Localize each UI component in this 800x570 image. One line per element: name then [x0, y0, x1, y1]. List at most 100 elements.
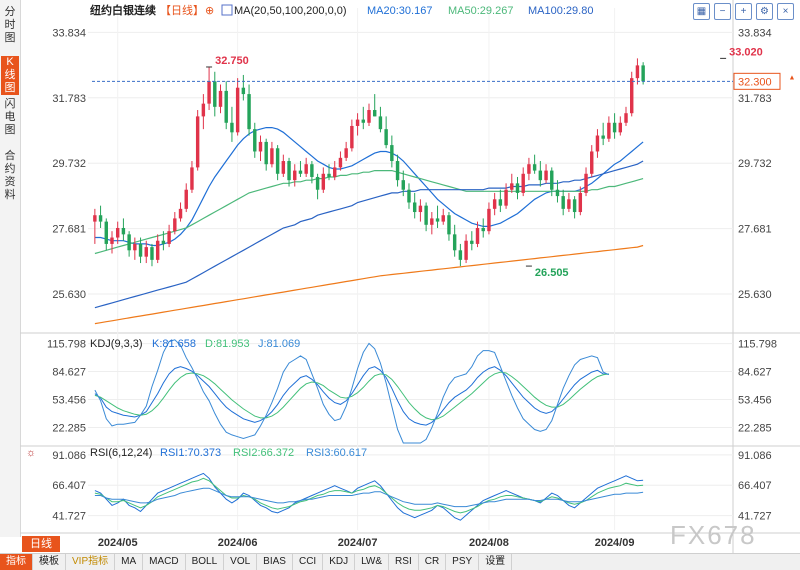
indicator-tab-2[interactable]: VIP指标 — [66, 554, 116, 570]
y-tick-label-right: 66.407 — [738, 480, 772, 492]
indicator-tab-11[interactable]: RSI — [389, 554, 419, 570]
candle — [424, 202, 428, 232]
candle-body — [264, 141, 268, 165]
candle-body — [253, 129, 257, 152]
candle-body — [595, 135, 600, 152]
indicator-tab-3[interactable]: MA — [115, 554, 144, 570]
rsi-line-rsi3 — [94, 487, 644, 508]
candle-body — [127, 234, 131, 251]
candle — [532, 154, 537, 174]
kdj-j-value: J:81.069 — [258, 338, 300, 350]
candle-body — [384, 129, 388, 146]
period-button[interactable]: 日线 — [22, 536, 60, 552]
candle-body — [115, 227, 120, 238]
y-tick-label-right: 22.285 — [738, 422, 772, 434]
tab-flash-chart[interactable]: 闪电图 — [4, 98, 16, 136]
indicator-tab-7[interactable]: BIAS — [257, 554, 293, 570]
candle — [441, 208, 445, 225]
candle — [384, 116, 388, 149]
candle — [321, 167, 326, 193]
indicator-tab-10[interactable]: LW& — [355, 554, 390, 570]
candle — [590, 145, 594, 177]
candle-body — [213, 81, 217, 107]
candle — [407, 183, 411, 209]
chart-toolbar: ▦ − + ⚙ × — [693, 3, 794, 20]
indicator-tab-8[interactable]: CCI — [293, 554, 324, 570]
zoom-in-icon[interactable]: + — [735, 3, 752, 20]
candle — [487, 202, 491, 235]
candle-body — [435, 218, 440, 222]
y-tick-label-right: 91.086 — [738, 450, 772, 462]
candle-body — [173, 218, 177, 232]
candle-body — [407, 189, 411, 203]
candle — [190, 161, 194, 193]
current-price-arrow-icon: ▲ — [789, 74, 796, 81]
candle — [298, 161, 303, 177]
indicator-tab-4[interactable]: MACD — [143, 554, 186, 570]
candle — [207, 66, 211, 111]
candle — [492, 192, 497, 216]
candle — [264, 138, 268, 171]
candle — [641, 62, 645, 85]
candle-body — [304, 164, 308, 174]
indicator-tab-9[interactable]: KDJ — [323, 554, 356, 570]
candle-body — [492, 199, 497, 209]
kdj-d-value: D:81.953 — [205, 338, 250, 350]
candle — [93, 208, 97, 244]
y-tick-label-right: 25.630 — [738, 289, 772, 301]
indicator-tab-14[interactable]: 设置 — [479, 554, 513, 570]
candle — [561, 189, 565, 216]
candle — [510, 173, 514, 193]
tab-contract-info[interactable]: 合约资料 — [4, 150, 16, 201]
zoom-out-icon[interactable]: − — [714, 3, 731, 20]
candle-body — [230, 122, 234, 133]
candle — [635, 58, 640, 85]
candle — [333, 161, 337, 181]
candle — [390, 135, 394, 168]
rsi-settings-icon: ☼ — [26, 447, 36, 459]
candle-body — [635, 65, 640, 79]
candle — [104, 218, 108, 251]
grid-icon[interactable]: ▦ — [693, 3, 710, 20]
rsi-line-rsi2 — [94, 477, 644, 514]
rsi2-value: RSI2:66.372 — [233, 447, 294, 459]
candle-body — [355, 119, 360, 126]
candle — [538, 161, 543, 187]
candle — [361, 106, 366, 130]
candle — [270, 141, 274, 168]
indicator-tab-0[interactable]: 指标 — [0, 554, 33, 570]
tab-intraday[interactable]: 分时图 — [4, 6, 16, 44]
candle-body — [150, 247, 154, 260]
indicator-tab-12[interactable]: CR — [419, 554, 447, 570]
candle — [367, 103, 371, 126]
candle-body — [287, 161, 291, 181]
candle-body — [372, 110, 377, 117]
indicator-tab-1[interactable]: 模板 — [33, 554, 66, 570]
candle-body — [630, 78, 634, 114]
close-icon[interactable]: × — [777, 3, 794, 20]
y-tick-label-right: 84.627 — [738, 367, 772, 379]
tab-kline[interactable]: K线图 — [1, 56, 19, 95]
candle — [584, 167, 588, 197]
indicator-tab-6[interactable]: VOL — [224, 554, 258, 570]
candle — [618, 116, 623, 136]
candle — [607, 116, 611, 142]
y-tick-label-left: 66.407 — [52, 480, 86, 492]
chart-area[interactable]: 33.834 33.834 31.783 31.783 29.732 29.732 27.6… — [0, 0, 800, 553]
candle — [218, 84, 223, 114]
candle — [555, 180, 560, 203]
candle — [281, 154, 286, 177]
kdj-k-value: K:81.658 — [152, 338, 196, 350]
indicator-tab-13[interactable]: PSY — [446, 554, 480, 570]
candle-body — [515, 183, 520, 193]
candle-body — [144, 247, 148, 257]
candle-body — [167, 231, 171, 244]
indicator-tab-5[interactable]: BOLL — [186, 554, 225, 570]
settings-icon[interactable]: ⚙ — [756, 3, 773, 20]
y-tick-label-left: 115.798 — [47, 339, 86, 351]
candle — [458, 243, 463, 267]
candle-body — [590, 151, 594, 174]
high-price-annotation: 32.750 — [215, 55, 249, 67]
candle-body — [138, 243, 143, 257]
candle — [275, 145, 280, 181]
